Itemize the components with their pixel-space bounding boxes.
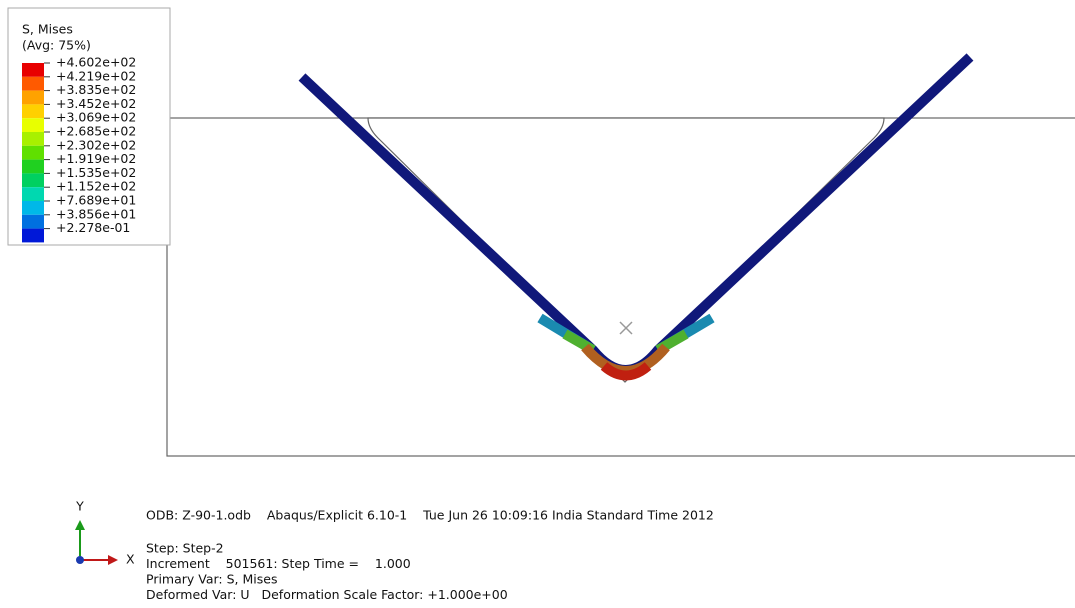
- legend-label: +2.685e+02: [56, 124, 136, 139]
- odb-info: ODB: Z-90-1.odb Abaqus/Explicit 6.10-1 T…: [146, 508, 714, 523]
- legend-swatch: [22, 173, 44, 187]
- legend-swatch: [22, 215, 44, 229]
- triad-x-arrow: [108, 555, 118, 565]
- legend-swatch: [22, 63, 44, 77]
- info-line: Increment 501561: Step Time = 1.000: [146, 556, 411, 571]
- legend-swatch: [22, 146, 44, 160]
- legend-label: +1.919e+02: [56, 151, 136, 166]
- legend-label: +2.302e+02: [56, 137, 136, 152]
- legend-subtitle: (Avg: 75%): [22, 38, 91, 53]
- triad-y-arrow: [75, 520, 85, 530]
- legend-label: +3.452e+02: [56, 96, 136, 111]
- legend-title: S, Mises: [22, 22, 73, 37]
- legend-label: +4.602e+02: [56, 55, 136, 70]
- info-line: Deformed Var: U Deformation Scale Factor…: [146, 587, 508, 602]
- punch: [368, 118, 884, 382]
- legend-swatch: [22, 229, 44, 243]
- legend-label: +3.856e+01: [56, 206, 136, 221]
- legend-swatch: [22, 132, 44, 146]
- info-line: Primary Var: S, Mises: [146, 572, 277, 587]
- legend-swatch: [22, 118, 44, 132]
- legend-label: +4.219e+02: [56, 68, 136, 83]
- legend-swatch: [22, 187, 44, 201]
- triad-x-label: X: [126, 552, 135, 567]
- legend-label: +7.689e+01: [56, 193, 136, 208]
- legend-swatch: [22, 77, 44, 91]
- legend-swatch: [22, 91, 44, 105]
- triad-y-label: Y: [75, 499, 84, 514]
- legend-swatch: [22, 160, 44, 174]
- legend-swatch: [22, 104, 44, 118]
- legend: +4.602e+02+4.219e+02+3.835e+02+3.452e+02…: [22, 55, 136, 243]
- legend-label: +3.069e+02: [56, 110, 136, 125]
- triad-origin: [76, 556, 84, 564]
- legend-label: +1.152e+02: [56, 179, 136, 194]
- viewport: S, Mises (Avg: 75%) +4.602e+02+4.219e+02…: [0, 0, 1075, 604]
- legend-label: +3.835e+02: [56, 82, 136, 97]
- legend-swatch: [22, 201, 44, 215]
- legend-label: +2.278e-01: [56, 220, 130, 235]
- info-line: Step: Step-2: [146, 541, 224, 556]
- legend-label: +1.535e+02: [56, 165, 136, 180]
